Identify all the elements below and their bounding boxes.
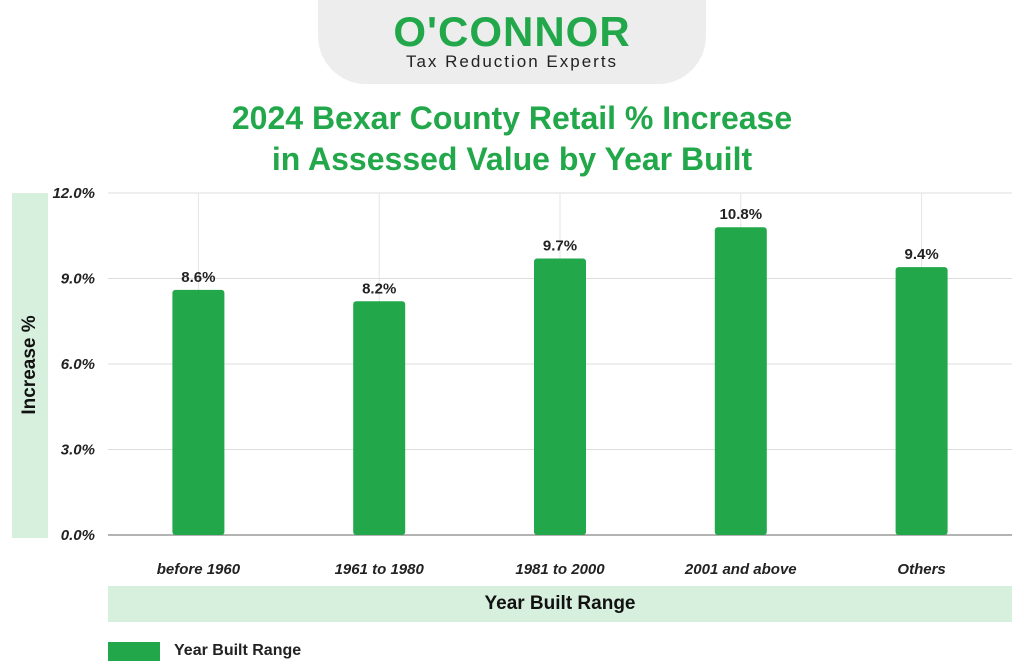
- y-tick-label: 0.0%: [61, 527, 95, 544]
- chart-title-line-1: 2024 Bexar County Retail % Increase: [231, 100, 793, 136]
- bar-value-label: 9.7%: [543, 238, 577, 255]
- x-tick-label: 1961 to 1980: [335, 561, 425, 578]
- chart-title-line-2: in Assessed Value by Year Built: [271, 141, 753, 177]
- y-tick-label: 3.0%: [61, 442, 95, 459]
- legend: Year Built Range: [108, 641, 301, 661]
- bar: [895, 267, 948, 535]
- bar: [714, 227, 767, 535]
- x-axis-label: Year Built Range: [108, 586, 1012, 622]
- y-tick-label: 6.0%: [61, 356, 95, 373]
- bar-value-label: 8.6%: [181, 269, 215, 286]
- bar: [353, 301, 406, 535]
- bar-value-label: 8.2%: [362, 280, 396, 297]
- y-tick-label: 12.0%: [52, 185, 95, 202]
- bar-value-label: 9.4%: [904, 246, 938, 263]
- bar-value-label: 10.8%: [720, 206, 763, 223]
- logo: O'CONNOR Tax Reduction Experts: [318, 0, 706, 84]
- y-axis-label-band: [12, 193, 48, 538]
- bar: [534, 258, 586, 535]
- legend-label: Year Built Range: [174, 642, 302, 659]
- chart-title: 2024 Bexar County Retail % Increase in A…: [0, 98, 1024, 180]
- x-tick-label: 2001 and above: [684, 561, 797, 578]
- legend-swatch: [108, 641, 160, 661]
- x-tick-label: before 1960: [157, 561, 241, 578]
- x-tick-label: 1981 to 2000: [515, 561, 605, 578]
- logo-brand: O'CONNOR: [393, 8, 631, 55]
- y-tick-label: 9.0%: [61, 271, 95, 288]
- bar: [172, 289, 225, 535]
- logo-tagline: Tax Reduction Experts: [405, 52, 619, 71]
- x-tick-label: Others: [897, 561, 945, 578]
